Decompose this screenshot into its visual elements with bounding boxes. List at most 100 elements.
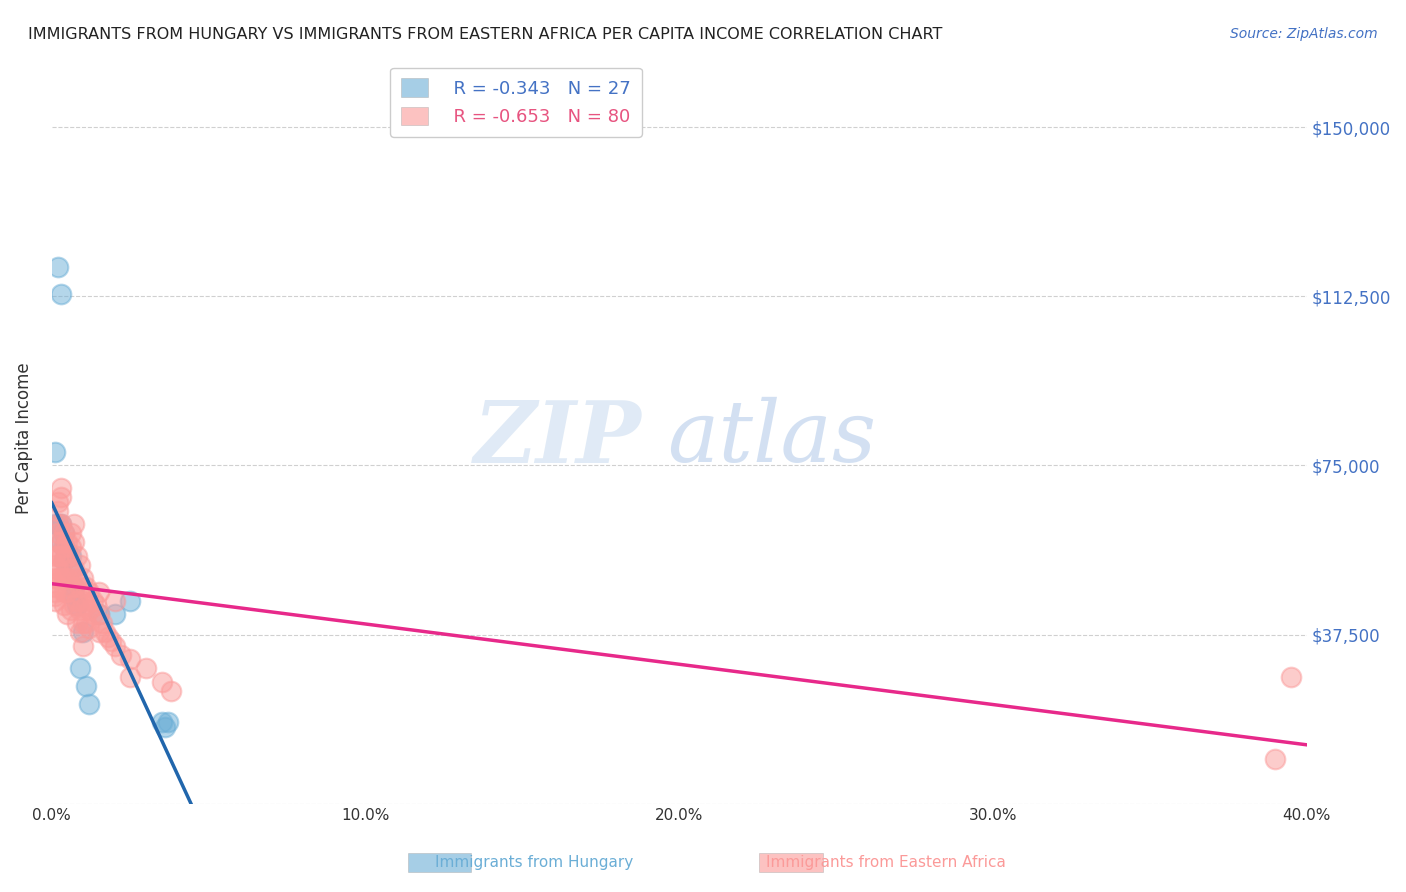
- Point: [82, 607, 104, 622]
- Point: [51, 535, 73, 549]
- Point: [51, 571, 73, 585]
- Point: [79, 584, 101, 599]
- Point: [53, 553, 76, 567]
- Point: [91, 616, 114, 631]
- Point: [66, 599, 89, 613]
- Point: [72, 616, 94, 631]
- Point: [153, 720, 176, 734]
- Point: [53, 599, 76, 613]
- Text: Immigrants from Eastern Africa: Immigrants from Eastern Africa: [766, 855, 1005, 870]
- Point: [46, 494, 69, 508]
- Point: [100, 634, 122, 648]
- Point: [79, 698, 101, 712]
- Point: [46, 517, 69, 532]
- Point: [66, 549, 89, 563]
- Point: [87, 584, 110, 599]
- Point: [62, 580, 84, 594]
- Point: [56, 549, 79, 563]
- Legend:   R = -0.343   N = 27,   R = -0.653   N = 80: R = -0.343 N = 27, R = -0.653 N = 80: [389, 68, 643, 137]
- Point: [72, 625, 94, 640]
- Point: [72, 639, 94, 653]
- Point: [53, 553, 76, 567]
- Point: [44, 445, 66, 459]
- Point: [84, 599, 107, 613]
- Point: [56, 544, 79, 558]
- Point: [135, 661, 157, 675]
- Point: [97, 630, 120, 644]
- Point: [53, 540, 76, 554]
- Point: [87, 625, 110, 640]
- Point: [69, 580, 91, 594]
- Point: [53, 540, 76, 554]
- Point: [62, 535, 84, 549]
- Point: [156, 715, 179, 730]
- Point: [46, 549, 69, 563]
- Point: [46, 260, 69, 274]
- Point: [66, 593, 89, 607]
- Point: [44, 549, 66, 563]
- Point: [75, 616, 97, 631]
- Point: [53, 571, 76, 585]
- Point: [103, 639, 125, 653]
- Text: ZIP: ZIP: [474, 397, 641, 480]
- Point: [59, 549, 82, 563]
- Point: [62, 580, 84, 594]
- Point: [87, 607, 110, 622]
- Point: [44, 571, 66, 585]
- Point: [62, 589, 84, 603]
- Point: [110, 648, 132, 662]
- Y-axis label: Per Capita Income: Per Capita Income: [15, 363, 32, 514]
- Point: [59, 580, 82, 594]
- Text: IMMIGRANTS FROM HUNGARY VS IMMIGRANTS FROM EASTERN AFRICA PER CAPITA INCOME CORR: IMMIGRANTS FROM HUNGARY VS IMMIGRANTS FR…: [28, 27, 942, 42]
- Point: [51, 287, 73, 301]
- Point: [44, 593, 66, 607]
- Point: [46, 571, 69, 585]
- Text: atlas: atlas: [666, 397, 876, 480]
- Point: [79, 603, 101, 617]
- Point: [53, 526, 76, 541]
- Text: Source: ZipAtlas.com: Source: ZipAtlas.com: [1230, 27, 1378, 41]
- Bar: [759, 853, 823, 872]
- Point: [46, 535, 69, 549]
- Point: [51, 535, 73, 549]
- Point: [75, 599, 97, 613]
- Point: [44, 580, 66, 594]
- Point: [150, 674, 173, 689]
- Point: [44, 589, 66, 603]
- Point: [56, 584, 79, 599]
- Point: [75, 580, 97, 594]
- Point: [46, 503, 69, 517]
- Point: [62, 517, 84, 532]
- Point: [51, 549, 73, 563]
- Point: [72, 571, 94, 585]
- Point: [66, 571, 89, 585]
- Point: [46, 517, 69, 532]
- Point: [69, 603, 91, 617]
- Point: [44, 517, 66, 532]
- Point: [66, 616, 89, 631]
- Point: [160, 684, 183, 698]
- Point: [69, 558, 91, 572]
- Point: [103, 607, 125, 622]
- Point: [79, 621, 101, 635]
- Point: [1279, 670, 1302, 684]
- Point: [87, 607, 110, 622]
- Point: [59, 562, 82, 576]
- Point: [44, 558, 66, 572]
- Point: [62, 599, 84, 613]
- Text: Immigrants from Hungary: Immigrants from Hungary: [434, 855, 634, 870]
- Point: [46, 526, 69, 541]
- Point: [59, 540, 82, 554]
- Point: [46, 562, 69, 576]
- Point: [59, 603, 82, 617]
- Point: [56, 607, 79, 622]
- Point: [75, 680, 97, 694]
- Point: [51, 490, 73, 504]
- Point: [59, 526, 82, 541]
- Point: [56, 571, 79, 585]
- Point: [51, 481, 73, 495]
- Point: [1264, 751, 1286, 765]
- Point: [150, 715, 173, 730]
- Point: [69, 661, 91, 675]
- Point: [56, 549, 79, 563]
